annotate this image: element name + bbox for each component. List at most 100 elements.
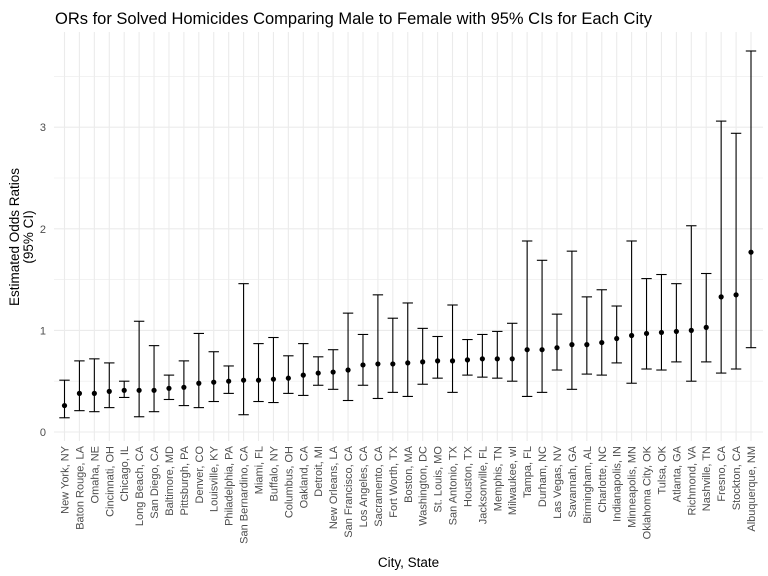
error-bar [730,132,742,370]
error-bar [208,351,219,403]
error-bar [432,335,443,379]
error-bar [596,289,607,376]
estimate-point [121,387,127,393]
error-bar [417,327,428,385]
error-bar [671,283,682,363]
estimate-point [599,339,605,346]
x-tick-labels: New York, NY Baton Rouge, LA Omaha, NE Cinc… [60,445,759,544]
x-tick-label: Charlotte, NC [597,446,609,513]
error-bar [581,296,593,375]
x-tick-label: Durham, NC [537,446,549,507]
estimate-point [703,324,709,330]
estimate-point [434,358,441,364]
x-tick-label: Las Vegas, NV [552,445,564,518]
estimate-point [748,249,754,255]
x-tick-label: Milwaukee, wI [507,446,519,515]
error-bar [357,333,369,386]
x-tick-label: Houston, TX [462,445,474,507]
estimate-points [61,249,754,409]
estimate-point [136,387,142,393]
estimate-point [479,356,485,362]
x-tick-label: Birmingham, AL [582,446,594,524]
estimate-point [360,362,366,368]
x-tick-label: Denver, CO [194,446,206,504]
error-bar [536,259,548,393]
x-tick-label: Savannah, GA [567,445,579,517]
estimate-point [420,359,426,365]
y-tick-label: 3 [40,122,46,134]
x-tick-label: Cincinnati, OH [104,446,116,517]
estimate-point [494,356,500,362]
x-tick-label: Los Angeles, CA [358,445,370,527]
error-bar [566,250,578,390]
x-tick-label: New York, NY [60,445,72,514]
x-tick-label: Nashville, TN [701,446,713,511]
error-bar [611,305,622,364]
x-tick-label: Oakland, CA [298,445,310,508]
error-bar [492,330,503,379]
x-tick-label: Jacksonville, FL [477,446,489,524]
estimate-point [539,347,545,353]
x-tick-label: Pittsburgh, PA [179,445,191,515]
estimate-point [345,367,351,373]
estimate-point [569,342,575,348]
x-tick-label: Indianapolis, IN [612,446,624,522]
error-bar [551,313,563,371]
error-bar [298,343,309,396]
error-bar [342,312,354,402]
x-tick-label: Detroit, MI [313,446,325,497]
estimate-point [584,342,590,348]
chart-title: ORs for Solved Homicides Comparing Male … [55,10,653,28]
estimate-point [390,361,396,367]
estimate-point [658,329,665,336]
x-tick-label: Fresno, CA [716,445,728,501]
estimate-point [61,402,68,409]
x-tick-label: San Antonio, TX [448,445,460,525]
estimate-point [330,369,336,375]
estimate-point [614,335,620,342]
estimate-point [285,375,291,381]
error-bar [686,225,697,382]
y-axis-title-group: Estimated Odds Ratios (95% CI) [7,168,36,306]
x-tick-label: Tulsa, OK [656,445,668,494]
x-tick-label: Fort Worth, TX [388,445,400,517]
x-tick-label: San Francisco, CA [343,445,355,537]
estimate-point [464,357,471,363]
estimate-point [151,387,157,393]
y-axis-title-line-2: (95% CI) [21,210,36,263]
error-bar [148,345,160,413]
estimate-point [106,388,112,394]
x-tick-label: Baton Rouge, LA [74,445,86,529]
x-tick-label: Minneapolis, MN [627,446,639,528]
error-bar [193,332,205,409]
x-tick-label: Memphis, TN [492,446,504,511]
x-tick-label: Philadelphia, PA [224,445,236,526]
x-tick-label: Albuquerque, NM [746,446,758,532]
error-bar [283,355,294,394]
estimate-point [718,294,724,300]
error-bar [268,336,279,404]
x-tick-label: Richmond, VA [686,445,698,515]
error-bar [701,272,712,363]
x-tick-label: Stockton, CA [731,445,743,510]
grid-lines [54,32,763,441]
x-tick-label: St. Louis, MO [433,446,445,513]
x-axis-title: City, State [378,555,439,570]
estimate-point [315,370,321,376]
x-tick-label: Washington, DC [418,446,430,526]
estimate-point [226,378,232,384]
error-bar [104,362,115,409]
estimate-point [554,345,560,351]
estimate-point [300,372,306,378]
x-tick-label: Chicago, IL [119,446,131,502]
estimate-point [449,358,456,364]
estimate-point [673,328,679,335]
x-tick-label: Long Beach, CA [134,445,146,526]
estimate-point [509,356,515,362]
estimate-point [688,327,694,333]
y-tick-label: 0 [40,427,46,439]
error-bar [477,333,488,378]
x-tick-label: Oklahoma City, OK [642,445,654,539]
